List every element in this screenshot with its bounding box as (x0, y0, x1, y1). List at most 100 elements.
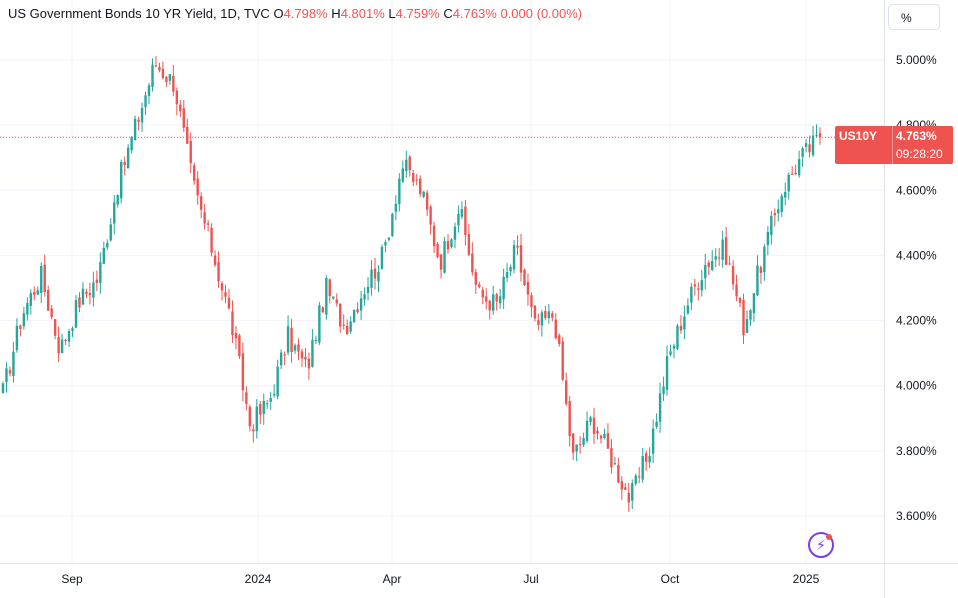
candle-body (92, 282, 95, 298)
legend-open-label: O (273, 6, 284, 21)
chart-legend: US Government Bonds 10 YR Yield, 1D, TVC… (8, 6, 582, 21)
candle-body (64, 339, 67, 341)
candle-body (749, 310, 752, 320)
x-tick-label: 2025 (793, 572, 820, 586)
candle-body (683, 316, 686, 330)
candle-body (286, 326, 290, 353)
candle-body (102, 247, 106, 264)
candle-body (252, 429, 255, 432)
candle-body (262, 400, 265, 414)
candle-body (384, 242, 387, 246)
candle-body (617, 465, 620, 483)
candle-body (279, 352, 283, 366)
candle-body (213, 255, 217, 265)
x-tick-label: Sep (61, 572, 83, 586)
candle-body (735, 284, 738, 297)
candle-body (620, 481, 624, 490)
legend-high: 4.801% (340, 6, 385, 21)
candle-body (672, 345, 676, 349)
price-tag-last: 4.763% (896, 129, 937, 143)
candle-body (523, 269, 526, 286)
candle-body (780, 195, 783, 212)
y-tick-label: 4.000% (896, 379, 937, 393)
candle-body (293, 345, 297, 351)
candle-body (366, 286, 370, 294)
x-tick-label: Apr (383, 572, 402, 586)
candle-body (578, 443, 582, 445)
candle-body (561, 341, 564, 380)
candle-body (231, 311, 234, 336)
candle-body (787, 174, 790, 192)
candle-body (797, 159, 801, 176)
candle-body (766, 231, 770, 245)
candle-body (429, 206, 432, 225)
candle-body (603, 433, 606, 438)
candle-body (790, 173, 794, 175)
candle-body (78, 297, 81, 308)
candle-body (648, 456, 651, 463)
legend-low: 4.759% (395, 6, 440, 21)
candle-body (60, 339, 64, 354)
candle-body (290, 327, 293, 352)
candle-body (502, 276, 505, 300)
candle-body (425, 192, 429, 210)
candle-body (19, 325, 22, 329)
x-tick-label: Jul (523, 572, 538, 586)
candle-body (387, 237, 391, 240)
candle-body (634, 475, 637, 484)
lightning-logo-icon[interactable]: ⚡ (808, 532, 834, 558)
candle-body (217, 261, 220, 282)
candle-body (690, 286, 693, 303)
candle-body (147, 85, 151, 96)
candle-body (335, 299, 338, 304)
candle-body (234, 332, 238, 339)
candle-body (658, 393, 662, 422)
candle-body (554, 319, 557, 339)
candle-body (784, 191, 787, 198)
candle-body (276, 366, 279, 397)
candle-body (74, 300, 78, 328)
price-tag-countdown: 09:28:20 (896, 147, 943, 161)
candle-body (325, 277, 328, 315)
candle-body (116, 195, 119, 205)
candle-body (50, 308, 53, 318)
candle-body (478, 284, 481, 288)
candle-body (773, 213, 777, 216)
candle-body (752, 293, 756, 314)
y-tick-label: 4.600% (896, 183, 937, 197)
candle-body (349, 321, 352, 332)
legend-low-label: L (388, 6, 396, 21)
axis-unit-button[interactable]: % (888, 4, 940, 30)
candle-body (641, 456, 644, 480)
candle-body (5, 368, 8, 383)
candle-body (363, 294, 366, 300)
candle-body (179, 104, 182, 112)
candle-body (224, 292, 227, 297)
candle-body (154, 65, 158, 67)
y-tick-label: 3.800% (896, 444, 937, 458)
candle-body (53, 319, 57, 336)
candle-body (33, 291, 36, 295)
candle-body (582, 437, 585, 446)
candle-body (731, 266, 735, 285)
candle-body (241, 353, 245, 391)
candle-body (151, 64, 154, 88)
candle-body (537, 320, 540, 325)
candle-body (26, 303, 29, 315)
legend-change: 0.000 (0.00%) (500, 6, 583, 21)
legend-close: 4.763% (452, 6, 497, 21)
candle-body (304, 357, 307, 360)
price-tag-divider (892, 126, 893, 164)
candle-body (711, 261, 714, 270)
candle-body (259, 404, 262, 415)
candle-body (453, 226, 457, 240)
candle-body (498, 296, 502, 304)
candle-body (269, 398, 272, 402)
candle-body (669, 351, 672, 355)
candle-body (81, 288, 85, 305)
candle-body (67, 331, 71, 342)
candle-body (220, 283, 224, 291)
candle-body (370, 269, 373, 288)
candle-body (759, 267, 763, 273)
